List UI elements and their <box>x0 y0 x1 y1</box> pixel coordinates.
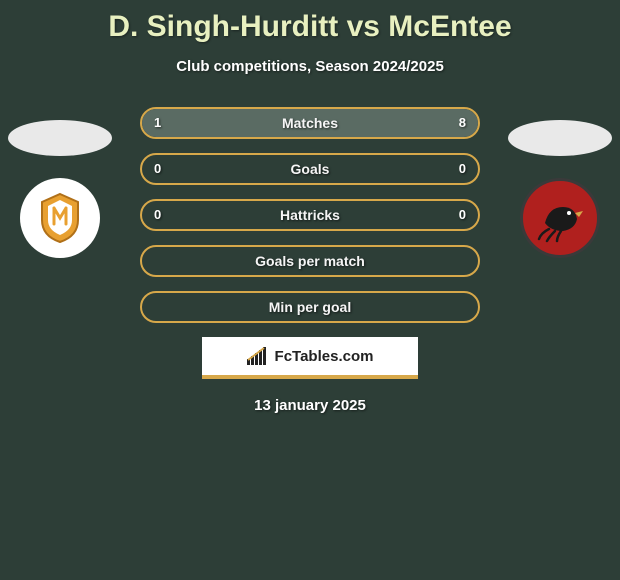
bar-chart-icon <box>247 347 269 365</box>
page-title: D. Singh-Hurditt vs McEntee <box>0 0 620 44</box>
stat-label: Goals per match <box>142 247 478 275</box>
stat-row-goals: 0 Goals 0 <box>140 153 480 185</box>
mk-dons-crest-icon <box>32 190 88 246</box>
stat-row-hattricks: 0 Hattricks 0 <box>140 199 480 231</box>
club-crest-left <box>20 178 100 258</box>
branding-badge: FcTables.com <box>202 337 418 379</box>
stat-label: Hattricks <box>142 201 478 229</box>
subtitle: Club competitions, Season 2024/2025 <box>0 58 620 75</box>
stat-value-right: 8 <box>459 109 466 137</box>
stat-row-goals-per-match: Goals per match <box>140 245 480 277</box>
stat-label: Matches <box>142 109 478 137</box>
stat-value-right: 0 <box>459 155 466 183</box>
player-photo-left <box>8 120 112 156</box>
date-label: 13 january 2025 <box>0 397 620 414</box>
stat-row-matches: 1 Matches 8 <box>140 107 480 139</box>
club-crest-right <box>520 178 600 258</box>
stat-label: Min per goal <box>142 293 478 321</box>
stat-value-right: 0 <box>459 201 466 229</box>
branding-text: FcTables.com <box>275 348 374 365</box>
player-photo-right <box>508 120 612 156</box>
stats-container: 1 Matches 8 0 Goals 0 0 Hattricks 0 Goal… <box>140 107 480 323</box>
stat-row-min-per-goal: Min per goal <box>140 291 480 323</box>
walsall-crest-icon <box>531 189 589 247</box>
stat-label: Goals <box>142 155 478 183</box>
